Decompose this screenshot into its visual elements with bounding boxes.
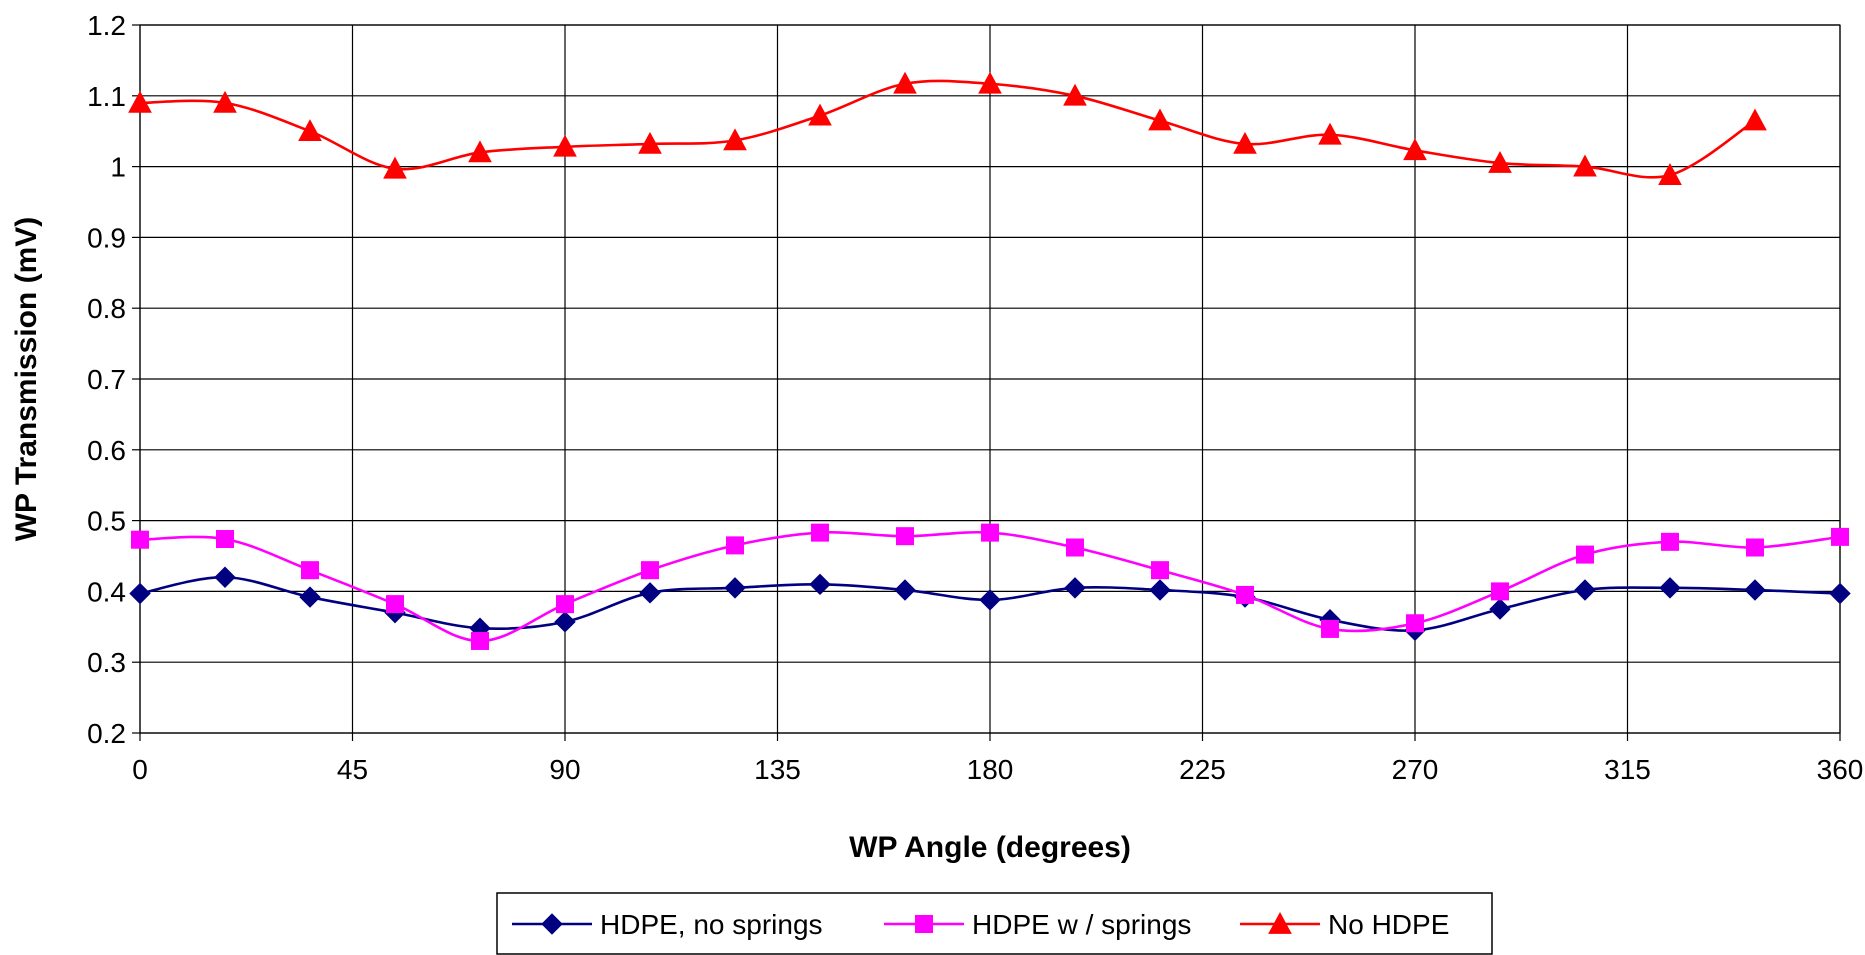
- legend-label: HDPE w / springs: [972, 909, 1191, 940]
- data-point: [638, 131, 662, 154]
- data-point: [129, 582, 151, 605]
- x-tick-label: 270: [1392, 754, 1439, 785]
- x-tick-label: 45: [337, 754, 368, 785]
- legend-marker: [915, 915, 933, 933]
- data-point: [896, 527, 914, 546]
- data-point: [298, 119, 322, 142]
- data-point: [1403, 138, 1427, 161]
- data-point: [1831, 527, 1849, 546]
- data-point: [894, 579, 916, 601]
- data-point: [808, 103, 832, 126]
- data-point: [811, 523, 829, 542]
- data-point: [1661, 532, 1679, 551]
- x-axis-ticks: 0 45 90 135 180 225 270 315 360: [132, 733, 1863, 785]
- data-point: [386, 595, 404, 614]
- data-point: [301, 561, 319, 580]
- x-tick-label: 360: [1817, 754, 1864, 785]
- data-point: [131, 530, 149, 549]
- data-point: [639, 582, 661, 604]
- data-point: [1149, 579, 1171, 601]
- data-point: [1236, 585, 1254, 604]
- data-point: [981, 523, 999, 542]
- x-tick-label: 180: [967, 754, 1014, 785]
- legend: HDPE, no springs HDPE w / springs No HDPE: [496, 892, 1493, 955]
- data-point: [554, 611, 576, 633]
- data-point: [1491, 582, 1509, 601]
- legend-label: No HDPE: [1328, 909, 1449, 940]
- data-point: [1743, 108, 1767, 131]
- data-point: [1829, 582, 1851, 605]
- series-square: [131, 523, 1849, 650]
- data-point: [1576, 545, 1594, 564]
- data-point: [468, 140, 492, 163]
- data-point: [1151, 561, 1169, 580]
- y-tick-label: 1.2: [87, 10, 126, 41]
- data-point: [1659, 577, 1681, 599]
- legend-label: HDPE, no springs: [600, 909, 823, 940]
- y-tick-label: 0.5: [87, 506, 126, 537]
- x-tick-label: 0: [132, 754, 148, 785]
- data-point: [1744, 579, 1766, 601]
- data-point: [978, 71, 1002, 94]
- data-point: [1489, 598, 1511, 620]
- x-tick-label: 135: [754, 754, 801, 785]
- y-tick-label: 0.8: [87, 293, 126, 324]
- data-point: [1746, 538, 1764, 557]
- series-triangle: [128, 71, 1767, 185]
- x-tick-label: 225: [1179, 754, 1226, 785]
- data-point: [1148, 108, 1172, 131]
- data-point: [1321, 619, 1339, 638]
- legend-box: [496, 892, 1493, 955]
- y-tick-label: 1: [110, 152, 126, 183]
- data-point: [1063, 83, 1087, 106]
- data-point: [1658, 163, 1682, 185]
- data-point: [216, 530, 234, 549]
- x-axis-title: WP Angle (degrees): [849, 831, 1131, 864]
- y-axis-ticks: 0.2 0.3 0.4 0.5 0.6 0.7 0.8 0.9 1 1.1 1.2: [87, 10, 140, 749]
- data-point: [893, 71, 917, 94]
- y-tick-label: 0.3: [87, 647, 126, 678]
- data-point: [299, 586, 321, 608]
- data-point: [723, 128, 747, 151]
- data-point: [553, 134, 577, 157]
- data-point: [979, 589, 1001, 611]
- data-point: [726, 536, 744, 555]
- data-point: [213, 90, 237, 113]
- data-point: [1233, 131, 1257, 154]
- x-tick-label: 315: [1604, 754, 1651, 785]
- series-layer: [128, 71, 1851, 650]
- data-point: [1406, 614, 1424, 633]
- y-tick-label: 0.6: [87, 435, 126, 466]
- y-tick-label: 0.7: [87, 364, 126, 395]
- data-point: [471, 631, 489, 650]
- data-point: [383, 156, 407, 179]
- data-point: [1064, 577, 1086, 599]
- y-tick-label: 1.1: [87, 81, 126, 112]
- data-point: [214, 566, 236, 588]
- data-point: [1066, 538, 1084, 557]
- data-point: [556, 595, 574, 614]
- data-point: [724, 577, 746, 599]
- data-point: [641, 561, 659, 580]
- legend-marker: [541, 913, 563, 935]
- y-tick-label: 0.2: [87, 718, 126, 749]
- data-point: [1318, 122, 1342, 145]
- data-point: [1573, 154, 1597, 177]
- legend-marker: [1268, 911, 1292, 934]
- legend-items: HDPE, no springs HDPE w / springs No HDPE: [512, 909, 1449, 940]
- data-point: [128, 90, 152, 113]
- data-point: [809, 573, 831, 596]
- y-tick-label: 0.9: [87, 222, 126, 253]
- x-tick-label: 90: [549, 754, 580, 785]
- data-point: [1574, 579, 1596, 601]
- y-axis-title: WP Transmission (mV): [10, 217, 43, 542]
- data-point: [1488, 151, 1512, 173]
- y-tick-label: 0.4: [87, 576, 126, 607]
